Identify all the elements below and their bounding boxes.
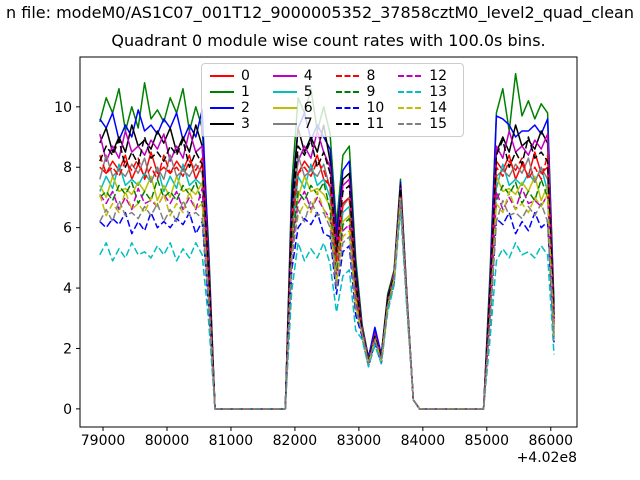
legend-line-sample [335,91,360,93]
legend-label: 15 [429,116,448,132]
legend-item-1: 1 [210,84,273,100]
series-line-14 [99,190,555,410]
legend-item-11: 11 [335,116,399,132]
legend-item-5: 5 [272,84,336,100]
legend-item-8: 8 [335,68,399,84]
legend-item-6: 6 [272,100,336,116]
y-tick-label: 6 [63,221,72,237]
x-tick-label: 80000 [145,433,190,449]
legend-item-14: 14 [398,100,461,116]
x-axis-offset-label: +4.02e8 [516,450,577,466]
legend-label: 2 [241,100,250,116]
legend-line-sample [398,91,423,93]
legend-label: 12 [429,68,448,84]
legend-line-sample [210,91,234,93]
legend-label: 4 [303,68,313,84]
chart-title: Quadrant 0 module wise count rates with … [111,31,546,50]
x-tick-label: 82000 [273,433,318,449]
legend-item-3: 3 [210,116,273,132]
legend-line-sample [272,91,297,93]
legend-item-15: 15 [398,116,461,132]
y-tick-label: 10 [54,100,72,116]
legend-label: 7 [303,116,313,132]
legend-label: 14 [429,100,448,116]
legend-label: 8 [366,68,376,84]
legend-line-sample [272,75,297,77]
legend-line-sample [272,123,297,125]
legend-label: 1 [241,84,250,100]
legend: 0 1 2 3 4 5 6 7 8 9 10 11 12 13 14 15 [201,63,464,137]
series-line-15 [99,199,555,410]
legend-item-10: 10 [335,100,399,116]
legend-item-7: 7 [272,116,336,132]
legend-item-9: 9 [335,84,399,100]
legend-item-12: 12 [398,68,461,84]
legend-line-sample [398,75,423,77]
x-tick-label: 81000 [209,433,254,449]
legend-line-sample [335,107,360,109]
y-tick-label: 0 [63,402,72,418]
y-tick-label: 2 [63,341,72,357]
legend-line-sample [398,123,423,125]
legend-line-sample [272,107,297,109]
legend-item-4: 4 [272,68,336,84]
legend-label: 0 [241,68,250,84]
x-tick-label: 79000 [81,433,126,449]
legend-label: 6 [303,100,313,116]
legend-line-sample [398,107,423,109]
axes-frame [79,56,578,428]
legend-line-sample [210,107,234,109]
legend-label: 11 [366,116,385,132]
x-tick-label: 83000 [337,433,382,449]
legend-line-sample [210,75,234,77]
y-tick-label: 4 [63,281,72,297]
legend-label: 13 [429,84,448,100]
legend-line-sample [210,123,234,125]
y-tick-label: 8 [63,160,72,176]
legend-line-sample [335,123,360,125]
x-tick-label: 85000 [465,433,510,449]
legend-item-0: 0 [210,68,273,84]
legend-label: 3 [241,116,250,132]
legend-line-sample [335,75,360,77]
legend-label: 9 [366,84,376,100]
x-tick-label: 86000 [529,433,574,449]
legend-item-13: 13 [398,84,461,100]
legend-item-2: 2 [210,100,273,116]
legend-label: 10 [366,100,385,116]
legend-label: 5 [303,84,313,100]
file-title: n file: modeM0/AS1C07_001T12_9000005352_… [6,3,634,22]
x-tick-label: 84000 [401,433,446,449]
